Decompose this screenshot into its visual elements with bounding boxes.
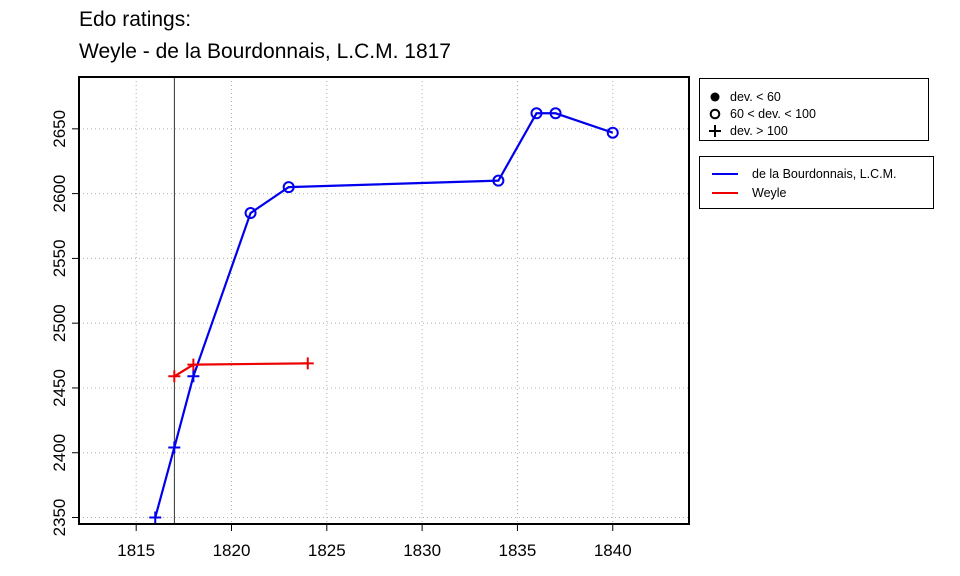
blue-line-swatch bbox=[712, 173, 738, 175]
legend-label: Weyle bbox=[752, 186, 787, 200]
legend-entry-dev-mid: 60 < dev. < 100 bbox=[700, 106, 816, 122]
series-bourdonnais bbox=[149, 107, 619, 524]
data-point-plus bbox=[187, 370, 200, 383]
filled-circle-icon bbox=[700, 91, 730, 103]
series-layer bbox=[149, 107, 619, 524]
data-point-circle bbox=[549, 107, 562, 120]
grid bbox=[79, 77, 689, 524]
chart-title-line2: Weyle - de la Bourdonnais, L.C.M. 1817 bbox=[79, 40, 451, 63]
data-point-plus bbox=[149, 511, 162, 524]
y-tick-label: 2550 bbox=[50, 239, 69, 277]
plot-frame bbox=[78, 76, 690, 525]
y-tick-label: 2350 bbox=[50, 499, 69, 537]
legend-entry-dev-high: dev. > 100 bbox=[700, 123, 788, 139]
legend-entry-bourdonnais: de la Bourdonnais, L.C.M. bbox=[700, 166, 897, 182]
data-point-plus bbox=[187, 358, 200, 371]
y-tick-label: 2600 bbox=[50, 175, 69, 213]
y-tick-label: 2650 bbox=[50, 110, 69, 148]
data-point-circle bbox=[244, 207, 257, 220]
deviation-legend: dev. < 60 60 < dev. < 100 dev. > 100 bbox=[699, 78, 929, 141]
x-tick-label: 1830 bbox=[403, 541, 441, 560]
x-tick-label: 1815 bbox=[117, 541, 155, 560]
legend-entry-weyle: Weyle bbox=[700, 185, 787, 201]
x-tick-label: 1840 bbox=[594, 541, 632, 560]
legend-label: dev. > 100 bbox=[730, 124, 788, 138]
data-point-circle bbox=[492, 174, 505, 187]
y-axis: 2350 2400 2450 2500 2550 2600 2650 bbox=[50, 110, 79, 537]
plus-icon bbox=[700, 124, 730, 138]
x-axis: 1815 1820 1825 1830 1835 1840 bbox=[117, 524, 632, 560]
x-tick-label: 1825 bbox=[308, 541, 346, 560]
chart-title-line1: Edo ratings: bbox=[79, 8, 192, 31]
data-point-plus bbox=[168, 370, 181, 383]
x-tick-label: 1835 bbox=[499, 541, 537, 560]
data-point-plus bbox=[301, 357, 314, 370]
open-circle-icon bbox=[700, 108, 730, 120]
y-tick-label: 2400 bbox=[50, 434, 69, 472]
red-line-swatch bbox=[712, 192, 738, 194]
y-tick-label: 2450 bbox=[50, 369, 69, 407]
series-legend: de la Bourdonnais, L.C.M. Weyle bbox=[699, 156, 934, 209]
legend-label: de la Bourdonnais, L.C.M. bbox=[752, 167, 897, 181]
legend-label: dev. < 60 bbox=[730, 90, 781, 104]
series-line bbox=[154, 112, 614, 518]
data-point-circle bbox=[530, 107, 543, 120]
y-tick-label: 2500 bbox=[50, 304, 69, 342]
series-weyle bbox=[168, 357, 314, 383]
data-point-circle bbox=[282, 181, 295, 194]
legend-label: 60 < dev. < 100 bbox=[730, 107, 816, 121]
x-tick-label: 1820 bbox=[213, 541, 251, 560]
legend-entry-dev-low: dev. < 60 bbox=[700, 89, 781, 105]
data-point-plus bbox=[168, 441, 181, 454]
data-point-circle bbox=[606, 126, 619, 139]
